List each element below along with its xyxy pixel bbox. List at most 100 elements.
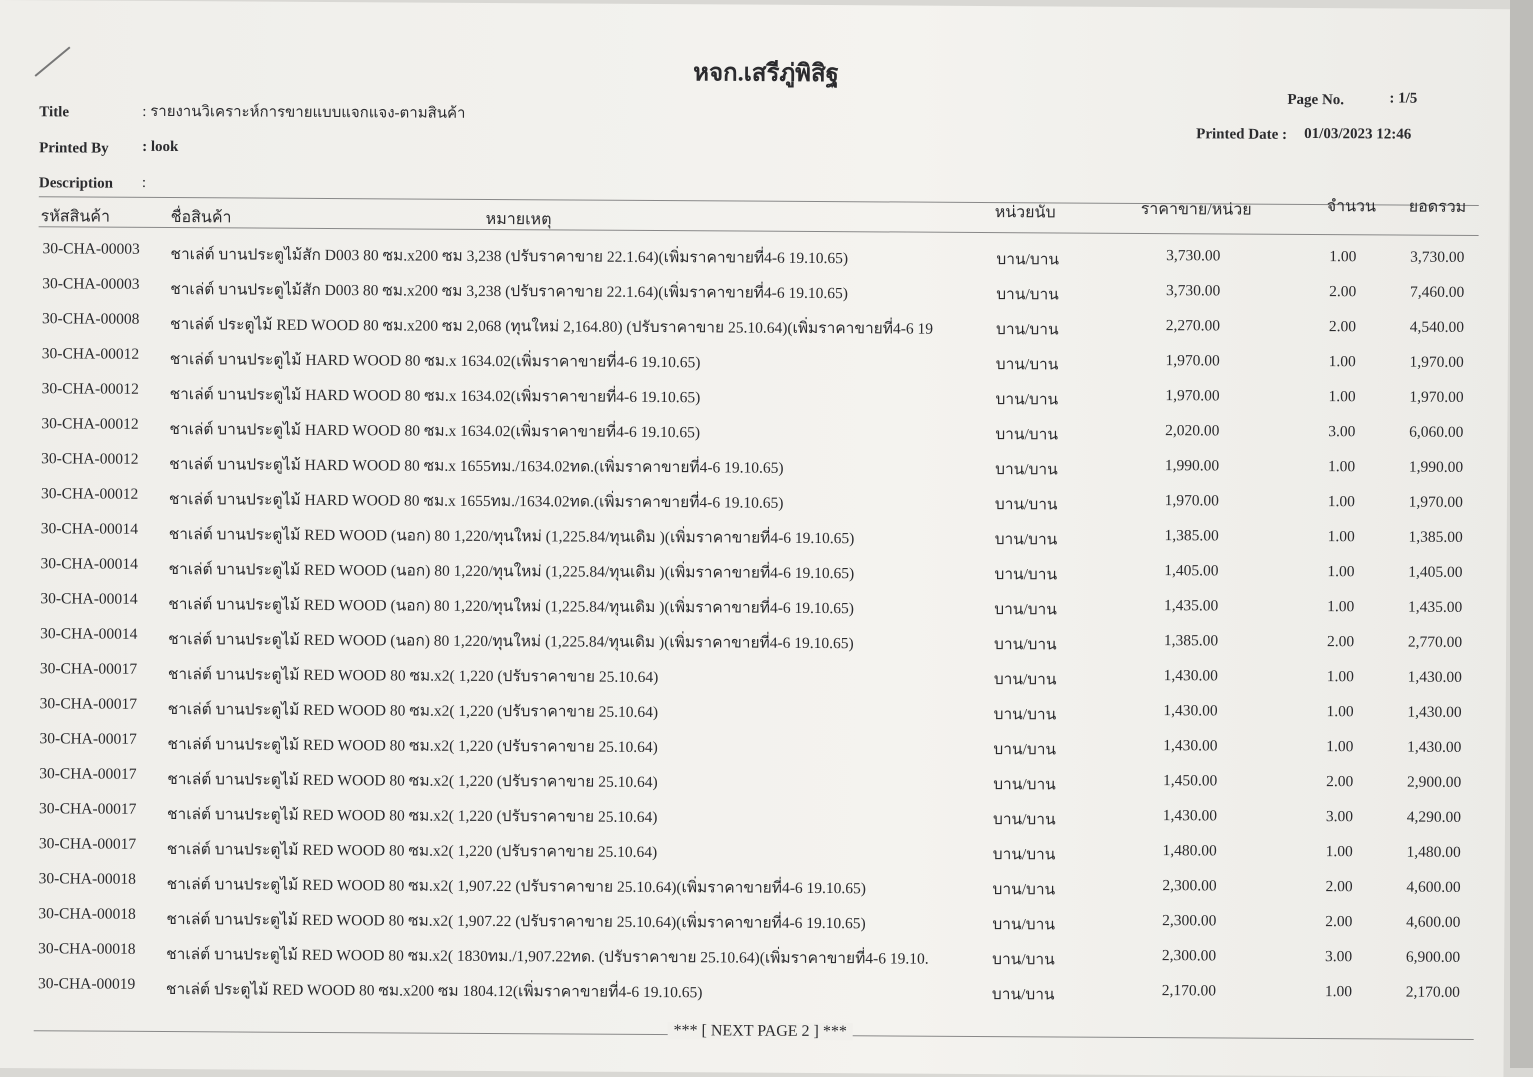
unit-price: 1,480.00 [1162, 842, 1217, 860]
quantity: 1.00 [1328, 353, 1356, 371]
unit-price: 1,970.00 [1165, 387, 1220, 405]
unit: บาน/บาน [995, 356, 1059, 374]
product-name: ชาเล่ต์ บานประตูไม้ RED WOOD 80 ซม.x2( 1… [166, 876, 866, 898]
product-name: ชาเล่ต์ บานประตูไม้ RED WOOD 80 ซม.x2( 1… [167, 701, 659, 722]
total: 6,900.00 [1405, 948, 1461, 966]
product-name: ชาเล่ต์ บานประตูไม้ HARD WOOD 80 ซม.x 16… [169, 456, 784, 477]
desk-background [1510, 0, 1533, 1068]
quantity: 1.00 [1326, 668, 1354, 686]
unit-price: 1,385.00 [1163, 632, 1219, 650]
printed-date-value: 01/03/2023 12:46 [1304, 125, 1412, 143]
product-name: ชาเล่ต์ บานประตูไม้ HARD WOOD 80 ซม.x 16… [169, 386, 701, 407]
report-table: 30-CHA-00003 ชาเล่ต์ บานประตูไม้สัก D003 … [0, 0, 1510, 1003]
quantity: 3.00 [1328, 423, 1356, 441]
quantity: 3.00 [1325, 948, 1353, 966]
unit-price: 1,430.00 [1163, 667, 1218, 685]
product-code: 30-CHA-00012 [41, 380, 139, 398]
total: 1,430.00 [1407, 703, 1462, 721]
product-code: 30-CHA-00017 [39, 660, 138, 678]
product-code: 30-CHA-00018 [38, 940, 136, 958]
total: 1,430.00 [1407, 738, 1462, 756]
unit-price: 3,730.00 [1166, 247, 1221, 265]
product-code: 30-CHA-00014 [40, 520, 139, 538]
unit-price: 2,300.00 [1162, 912, 1217, 930]
total: 4,290.00 [1406, 808, 1462, 826]
product-code: 30-CHA-00017 [38, 835, 137, 853]
product-name: ชาเล่ต์ บานประตูไม้ RED WOOD 80 ซม.x2( 1… [166, 946, 929, 968]
quantity: 1.00 [1326, 738, 1354, 756]
unit: บาน/บาน [993, 776, 1056, 794]
unit-price: 1,435.00 [1164, 597, 1219, 615]
product-name: ชาเล่ต์ ประตูไม้ RED WOOD 80 ซม.x200 ซม … [169, 316, 934, 338]
quantity: 3.00 [1325, 808, 1354, 826]
unit-price: 1,385.00 [1164, 527, 1219, 545]
total: 6,060.00 [1409, 423, 1464, 441]
unit: บาน/บาน [994, 636, 1057, 654]
total: 1,970.00 [1408, 493, 1464, 511]
unit: บาน/บาน [994, 601, 1057, 619]
product-code: 30-CHA-00014 [40, 555, 138, 573]
product-code: 30-CHA-00018 [38, 870, 136, 888]
total: 2,170.00 [1405, 983, 1461, 1001]
unit: บาน/บาน [993, 671, 1057, 689]
quantity: 2.00 [1326, 773, 1354, 791]
unit-price: 1,430.00 [1162, 807, 1218, 825]
quantity: 1.00 [1326, 703, 1354, 721]
total: 2,900.00 [1406, 773, 1462, 791]
total: 1,435.00 [1408, 598, 1463, 616]
unit: บาน/บาน [995, 426, 1059, 444]
total: 1,970.00 [1409, 388, 1464, 406]
total: 1,385.00 [1408, 528, 1463, 546]
description-value: : [141, 174, 147, 191]
quantity: 1.00 [1324, 983, 1353, 1001]
quantity: 2.00 [1326, 633, 1355, 651]
unit: บาน/บาน [993, 706, 1057, 724]
total: 4,600.00 [1406, 913, 1461, 931]
printed-by-value: : look [142, 138, 179, 156]
product-code: 30-CHA-00012 [40, 485, 139, 503]
product-name: ชาเล่ต์ บานประตูไม้สัก D003 80 ซม.x200 ซ… [170, 246, 849, 268]
quantity: 2.00 [1325, 913, 1353, 931]
total: 4,600.00 [1406, 878, 1461, 896]
product-code: 30-CHA-00012 [41, 450, 139, 468]
product-code: 30-CHA-00017 [39, 730, 137, 748]
next-page-footer: *** [ NEXT PAGE 2 ] *** [0, 1018, 1527, 1045]
col-qty: จำนวน [1326, 198, 1377, 216]
description-label: Description [38, 175, 114, 192]
page-value: : 1/5 [1389, 90, 1418, 107]
unit: บาน/บาน [995, 391, 1059, 409]
unit: บาน/บาน [994, 566, 1058, 584]
title-label: Title [39, 104, 70, 121]
product-code: 30-CHA-00014 [40, 625, 138, 643]
header-top-rule [38, 196, 1479, 207]
total: 1,990.00 [1408, 458, 1464, 476]
quantity: 1.00 [1328, 388, 1356, 406]
unit-price: 1,430.00 [1163, 702, 1218, 720]
product-name: ชาเล่ต์ บานประตูไม้ RED WOOD 80 ซม.x2( 1… [167, 666, 659, 687]
quantity: 1.00 [1327, 598, 1355, 616]
unit-price: 1,990.00 [1164, 457, 1220, 475]
total: 1,480.00 [1406, 843, 1461, 861]
unit-price: 1,970.00 [1164, 492, 1220, 510]
title-value: : รายงานวิเคราะห์การขายแบบแจกแจง-ตามสินค… [142, 103, 466, 122]
product-name: ชาเล่ต์ บานประตูไม้ RED WOOD (นอก) 80 1,… [168, 631, 854, 653]
product-name: ชาเล่ต์ บานประตูไม้ HARD WOOD 80 ซม.x 16… [169, 351, 701, 372]
unit: บาน/บาน [994, 496, 1058, 514]
unit: บาน/บาน [992, 916, 1056, 934]
unit: บาน/บาน [995, 321, 1059, 339]
product-name: ชาเล่ต์ บานประตูไม้ RED WOOD (นอก) 80 1,… [168, 596, 855, 618]
quantity: 1.00 [1327, 528, 1355, 546]
total: 3,730.00 [1410, 248, 1465, 266]
product-code: 30-CHA-00012 [41, 415, 139, 433]
product-name: ชาเล่ต์ บานประตูไม้ RED WOOD 80 ซม.x2( 1… [167, 771, 658, 792]
unit: บาน/บาน [993, 741, 1057, 759]
product-code: 30-CHA-00017 [39, 695, 138, 713]
total: 2,770.00 [1407, 633, 1463, 651]
product-name: ชาเล่ต์ บานประตูไม้ RED WOOD (นอก) 80 1,… [168, 526, 855, 548]
unit-price: 2,270.00 [1165, 317, 1221, 335]
product-code: 30-CHA-00003 [42, 240, 140, 258]
unit-price: 3,730.00 [1165, 282, 1221, 300]
quantity: 1.00 [1329, 248, 1357, 266]
unit-price: 2,300.00 [1161, 947, 1217, 965]
total: 1,970.00 [1409, 353, 1464, 371]
